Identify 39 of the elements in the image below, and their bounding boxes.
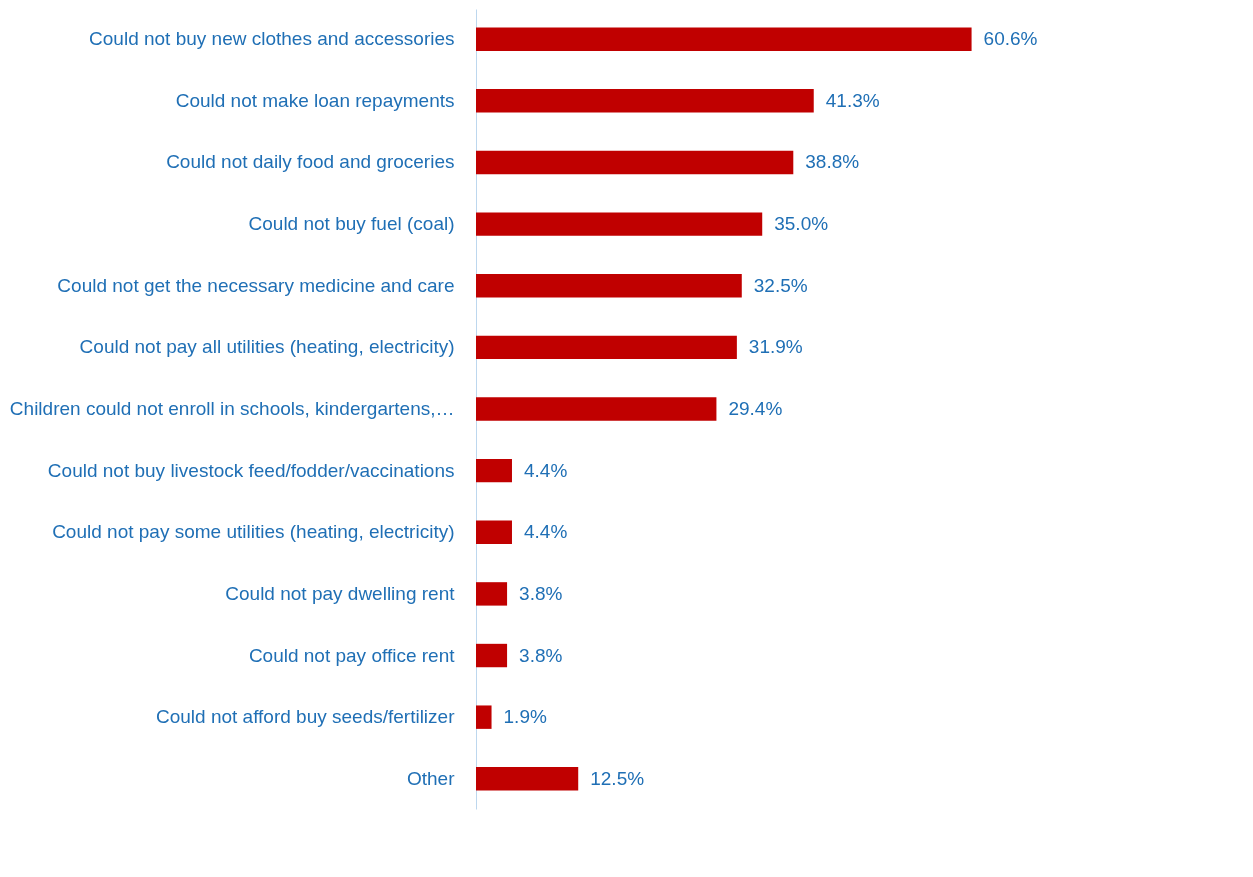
data-label: 31.9% [748,336,803,358]
y-tick-label: Could not pay office rent [248,644,456,666]
data-label: 4.4% [523,459,568,481]
y-tick-label: Could not get the necessary medicine and care [57,274,455,296]
y-tick-label: Could not afford buy seeds/fertilizer [155,706,456,728]
bar [476,150,794,175]
y-tick-label: Could not buy new clothes and accessories [89,28,455,50]
data-label: 1.9% [503,706,547,728]
data-label: 3.8% [519,582,563,604]
data-label: 4.4% [523,521,568,543]
y-tick-label: Could not buy livestock feed/fodder/vaccinations [47,459,455,481]
data-label: 32.5% [753,274,808,296]
bar [476,212,763,236]
y-tick-label: Could not make loan repayments [175,89,455,111]
data-label: 29.4% [728,398,783,419]
data-label: 35.0% [774,213,829,235]
bar [476,89,814,113]
bar [476,27,972,51]
data-label: 41.3% [825,89,880,111]
y-tick-label: Could not pay dwelling rent [225,582,456,604]
data-label: 3.8% [519,644,563,666]
y-tick-label: Could not pay some utilities (heating, electricity) [52,521,455,543]
data-label: 12.5% [590,767,645,789]
y-tick-label: Other [406,767,456,789]
bar [476,767,579,791]
bar [476,520,512,544]
y-tick-label: Could not buy fuel (coal) [248,213,455,235]
bar [476,274,742,298]
y-tick-label: Could not pay all utilities (heating, electricity) [79,336,455,358]
bar [476,643,508,668]
data-label: 38.8% [805,151,860,173]
y-tick-label: Children could not enroll in schools, kindergartens,… [9,398,455,419]
bar [476,397,717,421]
data-label: 60.6% [983,28,1038,50]
bar [476,582,508,606]
bar [476,335,737,360]
bar [476,458,512,483]
y-tick-label: Could not daily food and groceries [166,151,455,173]
bar [476,705,492,729]
